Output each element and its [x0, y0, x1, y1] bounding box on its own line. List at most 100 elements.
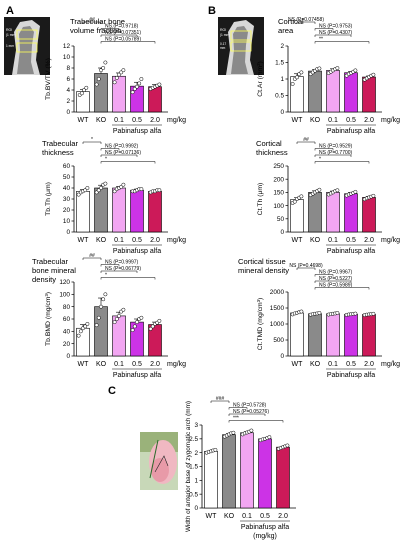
significance-bracket — [296, 21, 316, 24]
y-tick-label: 0 — [66, 353, 70, 360]
data-point — [121, 68, 126, 73]
x-tick-label: 0.5 — [346, 361, 356, 368]
significance-bracket — [314, 280, 352, 283]
bar-KO — [94, 187, 108, 233]
y-tick-label: 0 — [66, 109, 70, 116]
group-label: (mg/kg) — [253, 533, 277, 540]
x-tick-label: 2.0 — [364, 117, 374, 124]
x-tick-label: 0.5 — [260, 513, 270, 520]
data-point — [353, 311, 358, 316]
inset-offset-b-unit: mm — [220, 46, 226, 50]
data-point — [335, 188, 340, 193]
significance-bracket — [296, 141, 316, 144]
data-point — [94, 82, 99, 87]
y-tick-label: 0 — [280, 109, 284, 116]
data-point — [148, 326, 153, 331]
panel-letter-b: B — [208, 5, 216, 17]
x-tick-label: 2.0 — [364, 361, 374, 368]
group-label: Pabinafusp alfa — [113, 372, 161, 379]
significance-bracket — [228, 413, 266, 416]
significance-label: NS (P=0.5728) — [233, 403, 267, 409]
data-point — [317, 311, 322, 315]
data-point — [121, 182, 126, 187]
y-tick-label: 3 — [194, 422, 198, 429]
y-axis-label: Tb.BV/TV (%) — [45, 58, 52, 100]
y-tick-label: 0.5 — [275, 93, 284, 100]
x-tick-label: 2.0 — [150, 361, 160, 368]
y-tick-label: 30 — [63, 196, 71, 203]
data-point — [112, 320, 117, 325]
y-tick-label: 0 — [194, 505, 198, 512]
significance-label: * — [105, 273, 107, 279]
x-tick-label: 2.0 — [150, 117, 160, 124]
bar-2-0 — [362, 197, 376, 233]
data-point — [157, 82, 162, 87]
x-tick-label: KO — [310, 117, 321, 124]
y-tick-label: 2.5 — [189, 436, 198, 443]
chart-title: volume fraction — [70, 26, 122, 35]
significance-bracket — [100, 264, 120, 267]
significance-bracket — [314, 274, 334, 277]
x-tick-label: 0.1 — [114, 237, 124, 244]
data-point — [299, 194, 304, 199]
data-point — [249, 428, 254, 433]
bar-0-1 — [112, 187, 126, 233]
data-point — [101, 297, 106, 302]
significance-label: NS (P=0.4307) — [319, 30, 353, 36]
significance-bracket — [100, 148, 120, 151]
y-tick-label: 50 — [63, 174, 71, 181]
x-tick-label: 0.5 — [346, 117, 356, 124]
data-point — [335, 311, 340, 315]
x-tick-label: 2.0 — [278, 513, 288, 520]
y-axis-label: Ct.Th (μm) — [257, 183, 264, 216]
y-tick-label: 200 — [273, 176, 284, 183]
data-point — [213, 447, 218, 452]
data-point — [290, 82, 295, 86]
x-tick-label: KO — [96, 361, 107, 368]
data-point — [139, 315, 144, 320]
x-tick-label: 0.1 — [328, 361, 338, 368]
data-point — [96, 315, 101, 320]
y-tick-label: 2 — [194, 450, 198, 457]
group-label: Pabinafusp alfa — [327, 372, 375, 379]
chart-title: thickness — [42, 148, 74, 157]
inset-offset-b: 0.17 — [220, 42, 226, 46]
chart-title: bone mineral — [32, 266, 76, 275]
chart-title: Trabecular — [42, 139, 78, 148]
y-tick-label: 1 — [194, 478, 198, 485]
significance-label: NS (P=0.07351) — [105, 30, 141, 36]
chart-title: area — [278, 26, 294, 35]
significance-bracket — [82, 257, 102, 260]
significance-bracket — [228, 420, 284, 423]
inset-roi-label-b: ROI — [220, 28, 226, 32]
significance-label: NS (P=0.5227) — [319, 276, 353, 282]
significance-label: NS (P=0.9753) — [319, 24, 353, 30]
chart-title: mineral density — [238, 266, 289, 275]
data-point — [103, 292, 108, 297]
data-point — [96, 77, 101, 81]
data-point — [114, 75, 119, 80]
data-point — [79, 91, 84, 96]
chart-title: Cortical — [278, 17, 304, 26]
y-axis-label: Tb.Th (μm) — [45, 182, 52, 216]
y-tick-label: 10 — [63, 218, 71, 225]
bar-KO — [94, 73, 108, 113]
x-tick-label: 0.5 — [346, 237, 356, 244]
significance-label: ## — [89, 17, 95, 23]
group-label: Pabinafusp alfa — [327, 128, 375, 135]
y-tick-label: 0 — [66, 229, 70, 236]
bar-0-5 — [344, 313, 358, 357]
data-point — [94, 323, 99, 328]
bar-WT — [290, 312, 304, 357]
data-point — [157, 188, 162, 193]
chart-title: Trabecular bone — [70, 17, 125, 26]
y-tick-label: 12 — [63, 43, 71, 50]
bar-WT — [76, 191, 90, 233]
data-point — [135, 320, 139, 325]
significance-bracket — [100, 28, 120, 31]
significance-bracket — [314, 34, 352, 37]
data-point — [299, 70, 304, 75]
